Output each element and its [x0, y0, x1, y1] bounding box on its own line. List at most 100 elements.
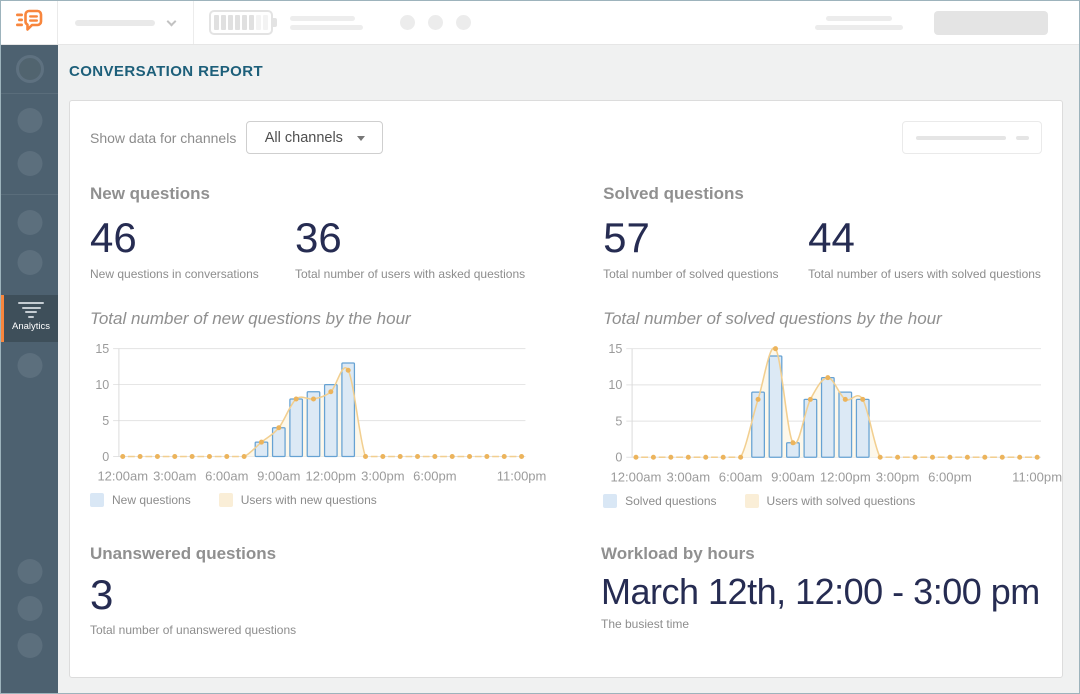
chart-title: Total number of solved questions by the … — [603, 308, 942, 328]
sidebar-item-analytics[interactable]: Analytics — [1, 295, 58, 342]
svg-text:0: 0 — [102, 450, 109, 464]
svg-text:3:00am: 3:00am — [153, 468, 196, 483]
legend-swatch-bars — [603, 493, 618, 508]
workload-section: Workload by hours March 12th, 12:00 - 3:… — [601, 544, 1042, 637]
date-range-picker-placeholder[interactable] — [902, 121, 1042, 154]
unanswered-questions-section: Unanswered questions 3 Total number of u… — [90, 544, 531, 637]
workspace-name-placeholder — [75, 19, 155, 26]
section-title: New questions — [90, 184, 210, 203]
metric-value: 44 — [808, 214, 855, 261]
metric-value: 57 — [603, 214, 650, 261]
svg-text:12:00am: 12:00am — [611, 469, 662, 484]
new-questions-section: New questions 46 New questions in conver… — [90, 184, 546, 508]
report-card: Show data for channels All channels New … — [69, 100, 1063, 678]
sidebar-item-7[interactable] — [17, 596, 42, 621]
sidebar: Analytics — [1, 45, 58, 693]
sidebar-item-label: Analytics — [11, 320, 50, 332]
metric-solved-questions: 57 Total number of solved questions — [603, 214, 808, 281]
metric-new-questions: 46 New questions in conversations — [90, 214, 295, 281]
svg-text:15: 15 — [95, 342, 109, 356]
topbar — [1, 1, 1079, 45]
metric-caption: Total number of users with asked questio… — [295, 266, 526, 281]
sidebar-item-5[interactable] — [17, 353, 42, 378]
main-content: CONVERSATION REPORT Show data for channe… — [58, 45, 1079, 693]
nav-dot-2[interactable] — [428, 15, 443, 30]
svg-text:5: 5 — [616, 414, 623, 428]
new-questions-chart: 0 5 10 15 12:00am 3:00am 6:00am 9:00am 12:00pm 3:… — [95, 342, 546, 484]
svg-text:10: 10 — [95, 378, 109, 392]
topbar-text-placeholder — [290, 15, 363, 30]
svg-text:3:00am: 3:00am — [667, 469, 711, 484]
svg-text:11:00pm: 11:00pm — [497, 468, 547, 483]
chart-legend: New questions Users with new questions — [90, 493, 533, 508]
svg-text:0: 0 — [616, 450, 623, 464]
battery-meter-icon — [209, 10, 277, 35]
section-title: Unanswered questions — [90, 543, 277, 563]
channel-select[interactable]: All channels — [246, 121, 384, 154]
section-title: Workload by hours — [601, 543, 755, 563]
topbar-nav-dots — [400, 15, 471, 30]
svg-text:15: 15 — [609, 342, 623, 356]
sidebar-item-3[interactable] — [17, 210, 42, 235]
nav-dot-3[interactable] — [456, 15, 471, 30]
metric-users-asked: 36 Total number of users with asked ques… — [295, 214, 533, 281]
svg-text:12:00am: 12:00am — [97, 468, 148, 483]
topbar-divider — [193, 1, 194, 44]
topbar-action-button-placeholder[interactable] — [934, 10, 1048, 35]
nav-dot-1[interactable] — [400, 15, 415, 30]
metric-caption: Total number of users with solved questi… — [808, 266, 1041, 281]
legend-swatch-line — [744, 493, 759, 508]
metric-caption: New questions in conversations — [90, 266, 259, 281]
svg-text:5: 5 — [102, 414, 109, 428]
svg-text:6:00am: 6:00am — [719, 469, 763, 484]
chart-title: Total number of new questions by the hou… — [90, 308, 411, 328]
busiest-time-value: March 12th, 12:00 - 3:00 pm — [601, 570, 1040, 612]
workspace-dropdown[interactable] — [75, 16, 177, 26]
legend-swatch-bars — [90, 493, 104, 508]
svg-text:9:00am: 9:00am — [771, 469, 815, 484]
metric-value: 46 — [90, 214, 137, 261]
svg-text:12:00pm: 12:00pm — [820, 469, 871, 484]
solved-questions-chart: 0 5 10 15 12:00am 3:00am 6:00am 9:00am 12:00pm 3:… — [609, 342, 1063, 484]
brand-chat-bubble-icon — [15, 9, 43, 36]
legend-label: Solved questions — [625, 493, 717, 508]
chevron-down-icon — [166, 16, 177, 26]
svg-text:3:00pm: 3:00pm — [876, 469, 920, 484]
svg-text:10: 10 — [609, 378, 623, 392]
funnel-lines-icon — [4, 302, 58, 318]
metric-caption: Total number of solved questions — [603, 266, 779, 281]
brand-logo[interactable] — [1, 1, 58, 44]
solved-questions-section: Solved questions 57 Total number of solv… — [603, 184, 1063, 508]
svg-text:6:00pm: 6:00pm — [928, 469, 972, 484]
metric-users-solved: 44 Total number of users with solved que… — [808, 214, 1049, 281]
caret-down-icon — [356, 136, 365, 141]
legend-label: New questions — [112, 493, 191, 508]
unanswered-count: 3 — [90, 570, 114, 618]
channel-select-value: All channels — [264, 129, 343, 146]
legend-swatch-line — [218, 493, 233, 508]
summary-row: Unanswered questions 3 Total number of u… — [90, 544, 1042, 637]
svg-text:12:00pm: 12:00pm — [306, 468, 357, 483]
metric-value: 36 — [295, 214, 342, 261]
legend-label: Users with solved questions — [766, 493, 916, 508]
page-title: CONVERSATION REPORT — [69, 63, 264, 80]
svg-text:11:00pm: 11:00pm — [1012, 469, 1062, 484]
sidebar-item-1[interactable] — [17, 108, 42, 133]
avatar[interactable] — [15, 55, 44, 83]
topbar-right-text-placeholder — [815, 15, 903, 30]
channel-filter-label: Show data for channels — [90, 129, 237, 146]
filter-row: Show data for channels All channels — [90, 121, 1042, 154]
workload-caption: The busiest time — [601, 616, 690, 631]
sidebar-item-2[interactable] — [17, 151, 42, 176]
unanswered-caption: Total number of unanswered questions — [90, 623, 297, 638]
charts-row: New questions 46 New questions in conver… — [90, 184, 1062, 508]
sidebar-item-4[interactable] — [17, 250, 42, 275]
svg-text:6:00am: 6:00am — [205, 468, 248, 483]
legend-label: Users with new questions — [240, 493, 377, 508]
svg-text:6:00pm: 6:00pm — [413, 468, 456, 483]
svg-text:3:00pm: 3:00pm — [361, 468, 404, 483]
sidebar-item-6[interactable] — [17, 559, 42, 584]
sidebar-item-8[interactable] — [17, 633, 42, 658]
svg-text:9:00am: 9:00am — [257, 468, 300, 483]
